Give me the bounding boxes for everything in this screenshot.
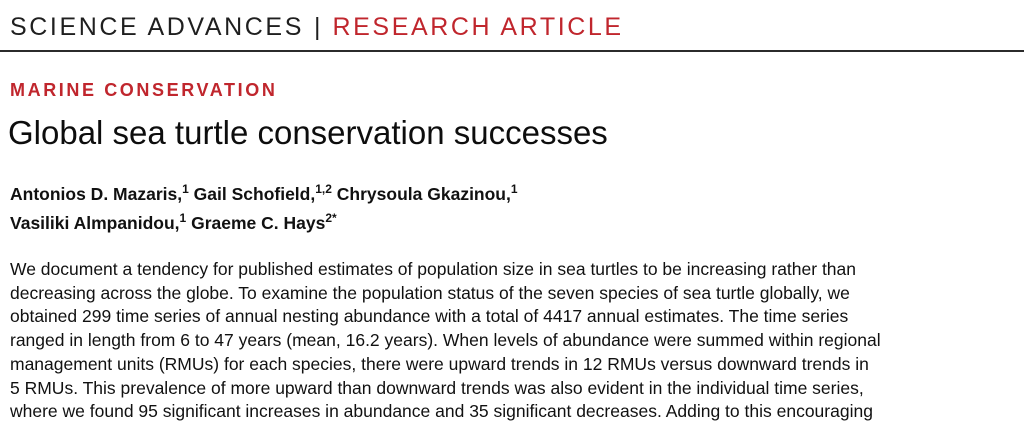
abstract: We document a tendency for published est… [10,258,1020,424]
author-line: Antonios D. Mazaris,1 Gail Schofield,1,2… [10,180,518,209]
author-affiliation: 1,2 [315,182,332,196]
author-affiliation: 1 [510,182,518,196]
author: Antonios D. Mazaris,1 [10,182,189,204]
journal-name: SCIENCE ADVANCES [10,12,304,41]
author-affiliation: 1 [179,211,187,225]
abstract-line: obtained 299 time series of annual nesti… [10,306,849,327]
journal-header: SCIENCE ADVANCES | RESEARCH ARTICLE [10,10,624,44]
author: Graeme C. Hays2* [191,211,337,233]
author-list: Antonios D. Mazaris,1 Gail Schofield,1,2… [10,180,518,238]
header-divider [0,50,1024,52]
article-title: Global sea turtle conservation successes [8,114,608,151]
abstract-line: 5 RMUs. This prevalence of more upward t… [10,377,864,398]
article-type-label: RESEARCH ARTICLE [332,12,624,41]
author: Chrysoula Gkazinou,1 [336,182,518,204]
author: Vasiliki Almpanidou,1 [10,211,187,233]
author-name: Vasiliki Almpanidou, [10,213,180,233]
abstract-line: ranged in length from 6 to 47 years (mea… [10,330,881,351]
abstract-line: We document a tendency for published est… [10,259,857,279]
author-affiliation: 1 [182,182,189,196]
author-name: Chrysoula Gkazinou, [336,184,511,204]
abstract-line: where we found 95 significant increases … [10,401,873,422]
author-name: Gail Schofield, [193,184,316,204]
abstract-line: management units (RMUs) for each species… [10,353,869,374]
author: Gail Schofield,1,2 [193,182,332,204]
author-name: Graeme C. Hays [191,213,326,233]
section-label: MARINE CONSERVATION [10,80,278,100]
abstract-line: decreasing across the globe. To examine … [10,282,850,303]
author-line: Vasiliki Almpanidou,1 Graeme C. Hays2* [10,209,518,238]
header-separator: | [313,12,321,41]
author-affiliation: 2* [325,211,337,225]
author-name: Antonios D. Mazaris, [10,184,183,204]
